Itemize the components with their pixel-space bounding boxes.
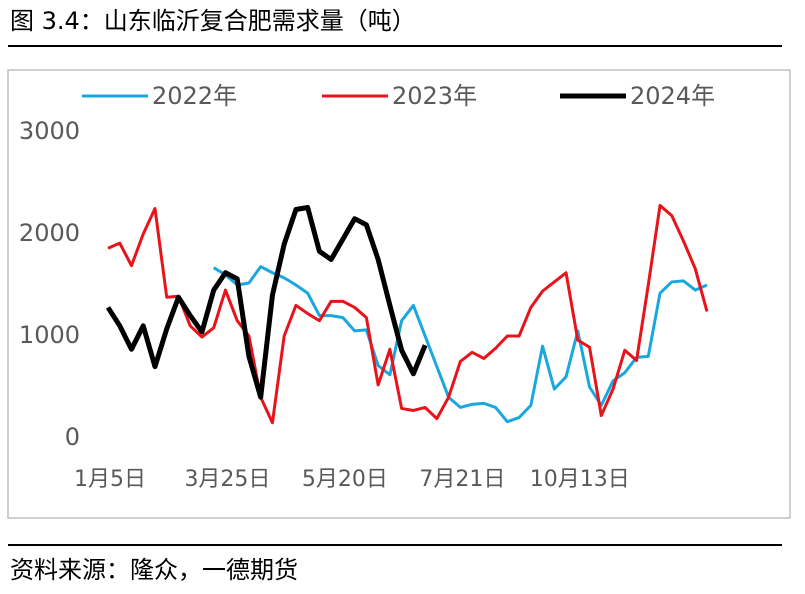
series-line <box>107 203 709 425</box>
series-line <box>212 265 708 424</box>
legend-label: 2023年 <box>392 82 477 110</box>
x-tick-label: 3月25日 <box>184 467 270 492</box>
legend-label: 2022年 <box>152 82 237 110</box>
y-tick-label: 2000 <box>19 219 80 247</box>
x-tick-label: 5月20日 <box>302 467 388 492</box>
legend-label: 2024年 <box>630 82 715 110</box>
y-tick-label: 1000 <box>19 321 80 349</box>
source-note: 资料来源：隆众，一德期货 <box>10 556 298 584</box>
x-tick-label: 10月13日 <box>530 467 630 492</box>
y-tick-label: 0 <box>65 423 80 451</box>
x-tick-label: 7月21日 <box>419 467 505 492</box>
x-tick-label: 1月5日 <box>74 467 146 492</box>
series-line <box>105 204 428 400</box>
chart-frame <box>7 69 791 519</box>
y-tick-label: 3000 <box>19 117 80 145</box>
chart-title: 图 3.4：山东临沂复合肥需求量（吨） <box>10 7 416 35</box>
